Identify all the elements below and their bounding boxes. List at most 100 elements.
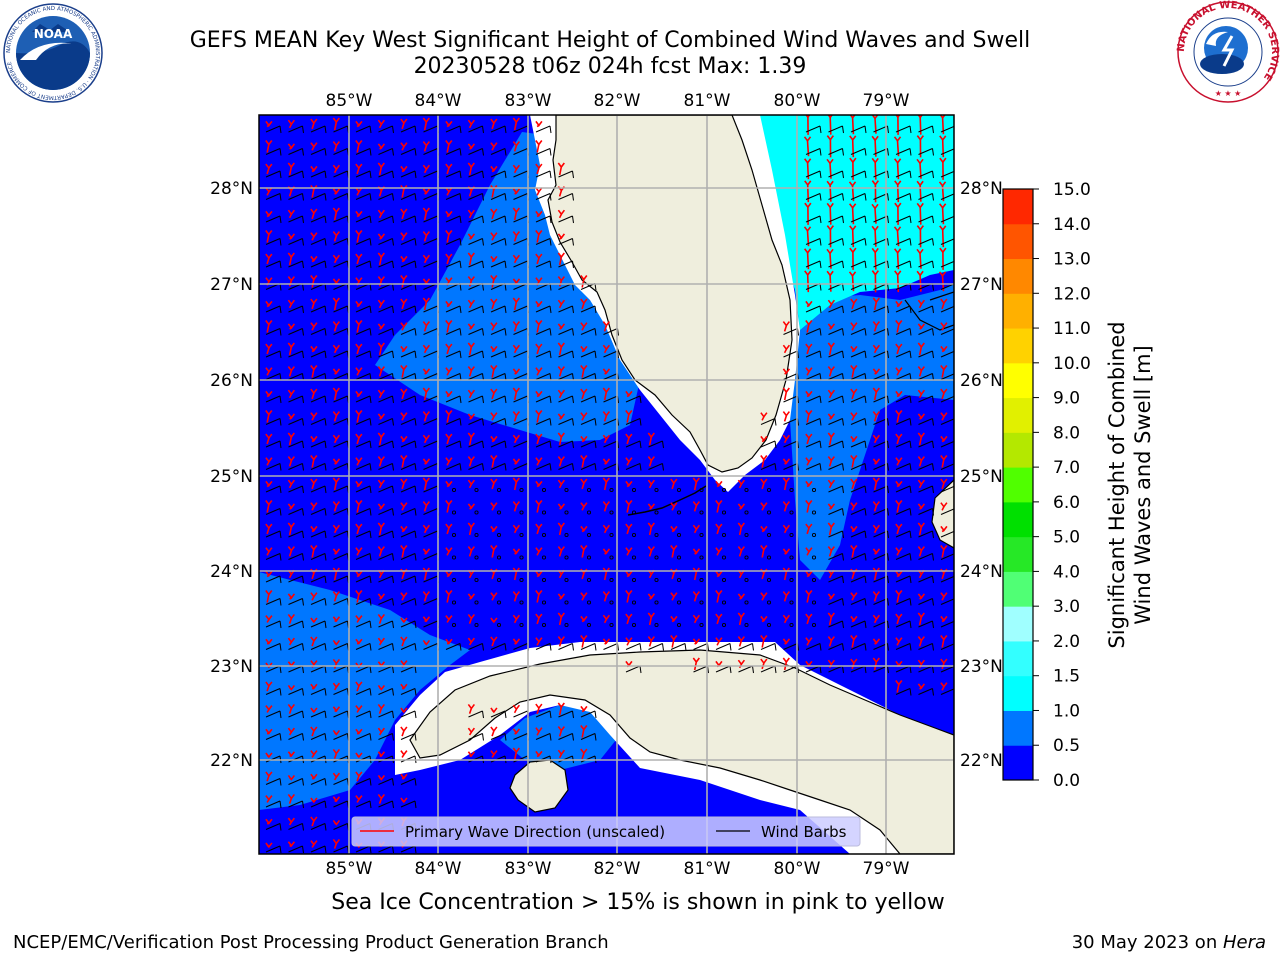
wave-arrowhead (872, 387, 880, 394)
wind-barb-shaft (490, 755, 506, 763)
wave-arrowhead (355, 728, 363, 735)
wave-arrowhead (850, 412, 858, 419)
calm-barb (766, 577, 772, 583)
wind-barb-shaft (445, 373, 461, 380)
wave-arrowhead (938, 181, 947, 188)
wave-arrow (829, 207, 832, 225)
wind-barb-shaft (288, 665, 303, 673)
wave-arrowhead (917, 636, 925, 642)
wind-barb-flag (504, 643, 507, 651)
lon-label-bottom: 79°W (863, 859, 910, 879)
wave-arrow (446, 324, 450, 333)
wind-barb-shaft (310, 733, 326, 740)
wave-arrowhead (670, 545, 678, 551)
wind-barb-shaft (805, 373, 821, 380)
wave-arrowhead (602, 477, 610, 484)
wave-arrowhead (826, 225, 834, 231)
wind-barb-flag (887, 125, 889, 134)
wind-barb-flag (955, 599, 956, 606)
wave-arrowhead (872, 567, 880, 574)
wave-arrowhead (827, 546, 835, 552)
wave-arrowhead (557, 389, 566, 396)
wind-barb-shaft (873, 350, 888, 358)
wind-barb-flag (955, 396, 956, 403)
wind-barb-shaft (558, 373, 573, 380)
wind-barb-flag (414, 193, 417, 201)
lat-label-left: 22°N (210, 751, 253, 771)
wind-barb-flag (842, 508, 844, 516)
wind-barb-flag (324, 845, 327, 854)
wave-arrowhead (310, 275, 318, 281)
wave-arrowhead (310, 165, 318, 172)
wind-barb-flag (909, 125, 912, 134)
wind-barb-shaft (310, 373, 326, 380)
wind-barb-flag (279, 823, 282, 831)
calm-barb (744, 532, 749, 538)
wave-arrowhead (422, 368, 431, 375)
wind-barb-flag (887, 665, 889, 674)
wind-barb-flag (482, 170, 484, 179)
wind-barb-flag (392, 305, 394, 314)
wave-arrowhead (310, 707, 318, 714)
wave-arrowhead (895, 320, 903, 326)
wind-barb-shaft (805, 665, 821, 673)
wind-barb-shaft (400, 530, 416, 538)
wind-barb-flag (594, 710, 597, 719)
wind-barb-flag (955, 531, 956, 538)
wave-arrowhead (355, 277, 363, 284)
lat-label-right: 24°N (960, 562, 1003, 582)
lat-label-right: 23°N (960, 657, 1003, 677)
wave-arrowhead (715, 500, 723, 506)
wave-arrowhead (850, 322, 858, 329)
wave-arrow (873, 481, 878, 491)
calm-barb (451, 622, 457, 628)
wave-arrowhead (894, 270, 902, 277)
wind-barb-flag (414, 643, 417, 651)
wind-barb-shaft (310, 328, 326, 335)
wave-arrowhead (557, 299, 566, 306)
wave-arrowhead (265, 300, 273, 307)
wind-barb-shaft (873, 260, 888, 268)
wind-barb-shaft (850, 553, 866, 560)
colorbar-tick-label: 1.0 (1053, 701, 1080, 721)
wave-arrowhead (400, 707, 408, 714)
colorbar-segment (1003, 397, 1033, 433)
wind-barb-flag (932, 665, 934, 674)
wave-arrowhead (377, 143, 386, 150)
wind-barb-shaft (423, 193, 438, 200)
wave-arrowhead (467, 389, 476, 396)
wind-barb-shaft (850, 530, 866, 538)
wind-barb-flag (842, 598, 844, 606)
wind-barb-shaft (940, 215, 954, 223)
calm-barb (721, 510, 727, 515)
wind-barb-shaft (288, 305, 303, 313)
colorbar-tick-label: 15.0 (1053, 180, 1091, 200)
wave-arrowhead (893, 248, 902, 255)
wind-barb-flag (279, 643, 282, 651)
wind-barb-flag (955, 419, 956, 426)
wind-barb-flag (279, 508, 282, 516)
calm-barb (451, 600, 457, 605)
wind-barb-shaft (558, 193, 573, 200)
wave-arrowhead (422, 501, 430, 507)
wave-arrowhead (872, 614, 881, 621)
wave-arrowhead (310, 412, 318, 419)
wave-arrow (491, 369, 495, 378)
wave-arrowhead (310, 726, 318, 733)
wind-barb-flag (842, 463, 844, 471)
wave-arrowhead (939, 225, 947, 232)
wind-barb-shaft (423, 215, 438, 223)
wind-barb-flag (864, 170, 867, 179)
wave-arrowhead (805, 115, 811, 119)
wave-arrow (311, 189, 315, 198)
wave-arrowhead (580, 725, 588, 731)
wind-barb-shaft (558, 215, 573, 223)
wave-arrowhead (647, 612, 655, 619)
wave-arrowhead (445, 523, 453, 530)
wind-barb-shaft (715, 643, 731, 650)
wave-arrowhead (310, 816, 318, 823)
wave-arrowhead (625, 547, 633, 554)
wave-arrowhead (287, 546, 295, 552)
wave-arrowhead (939, 247, 947, 254)
colorbar-label-line2: Wind Waves and Swell [m] (1131, 345, 1155, 625)
